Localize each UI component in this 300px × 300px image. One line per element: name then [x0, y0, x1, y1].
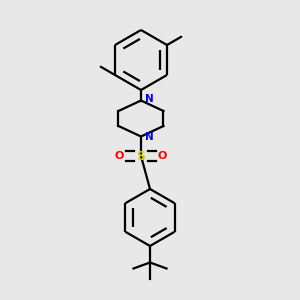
Text: O: O: [115, 151, 124, 161]
Text: N: N: [145, 94, 153, 104]
Text: S: S: [136, 149, 146, 163]
Text: O: O: [158, 151, 167, 161]
Text: N: N: [145, 132, 153, 142]
